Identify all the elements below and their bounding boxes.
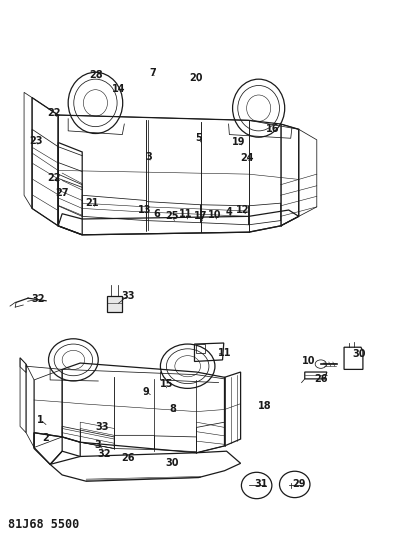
Text: 3: 3	[145, 152, 152, 162]
Text: 28: 28	[89, 70, 103, 80]
Text: 13: 13	[138, 205, 151, 215]
Text: 27: 27	[55, 188, 69, 198]
Text: 16: 16	[266, 124, 279, 134]
Text: 8: 8	[169, 404, 176, 414]
Text: 25: 25	[166, 212, 179, 221]
Text: 10: 10	[208, 210, 221, 220]
Text: 7: 7	[149, 68, 156, 78]
Text: 17: 17	[194, 212, 207, 221]
Text: 29: 29	[292, 479, 306, 489]
Text: 24: 24	[240, 154, 253, 163]
Text: 1: 1	[37, 415, 43, 424]
Text: 32: 32	[97, 449, 111, 459]
Text: 11: 11	[178, 209, 192, 219]
Text: 33: 33	[95, 423, 109, 432]
Text: 22: 22	[47, 108, 61, 118]
Text: 9: 9	[143, 386, 150, 397]
Text: 18: 18	[258, 401, 271, 411]
Text: 26: 26	[122, 453, 135, 463]
Text: 14: 14	[111, 84, 125, 94]
Text: 12: 12	[236, 205, 249, 215]
Text: 26: 26	[314, 374, 328, 384]
Text: 15: 15	[160, 379, 173, 389]
Text: 19: 19	[232, 138, 245, 148]
Text: 81J68 5500: 81J68 5500	[8, 518, 79, 531]
Text: 22: 22	[47, 173, 61, 183]
Text: 6: 6	[153, 209, 160, 219]
Text: 32: 32	[31, 294, 45, 304]
Text: 3: 3	[95, 440, 101, 450]
Text: 10: 10	[302, 357, 316, 367]
Text: 23: 23	[29, 136, 43, 146]
Text: 21: 21	[85, 198, 99, 208]
Text: 31: 31	[254, 479, 267, 489]
Text: 20: 20	[190, 73, 203, 83]
Text: 30: 30	[166, 458, 179, 469]
Polygon shape	[107, 295, 122, 312]
Text: 30: 30	[352, 349, 366, 359]
Text: 33: 33	[122, 290, 135, 301]
Text: 5: 5	[195, 133, 202, 143]
Text: 4: 4	[225, 207, 232, 217]
Text: 2: 2	[43, 433, 49, 443]
Text: 11: 11	[218, 348, 231, 358]
